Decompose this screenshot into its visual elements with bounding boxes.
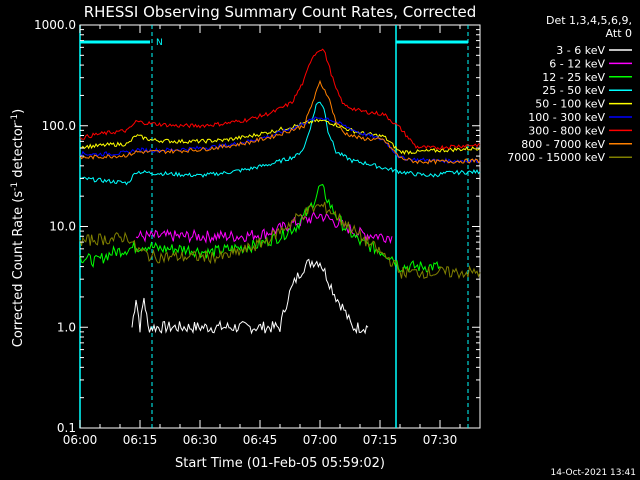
ylabel-part-2: detector	[11, 122, 26, 182]
x-tick-label: 06:15	[123, 433, 158, 447]
legend-header-line2: Att 0	[606, 27, 632, 40]
legend-entry-label: 12 - 25 keV	[542, 71, 605, 84]
plot-area	[79, 24, 481, 429]
ylabel-sup-1: -1	[10, 182, 20, 191]
legend-entry-label: 7000 - 15000 keV	[507, 151, 605, 164]
night-label: N	[156, 38, 163, 48]
legend-header-line1: Det 1,3,4,5,6,9,	[546, 14, 632, 27]
y-tick-label: 100.0	[42, 119, 76, 133]
x-axis-label: Start Time (01-Feb-05 05:59:02)	[175, 456, 385, 471]
series-line-9	[79, 201, 481, 280]
x-tick-label: 07:00	[303, 433, 338, 447]
legend-entry-label: 800 - 7000 keV	[521, 138, 605, 151]
ylabel-part-3: )	[11, 109, 26, 114]
plot-border	[79, 24, 481, 429]
x-tick-label: 07:30	[423, 433, 458, 447]
legend-entry-label: 50 - 100 keV	[535, 98, 605, 111]
series-line-8	[79, 79, 481, 165]
y-tick-label: 1.0	[57, 320, 76, 334]
series-line-1	[131, 258, 369, 335]
series-line-2	[135, 210, 393, 245]
ylabel-sup-2: -1	[10, 114, 20, 123]
y-tick-label: 0.1	[57, 421, 76, 435]
ylabel-part-1: Corrected Count Rate (s	[11, 191, 26, 348]
series-line-5	[79, 118, 481, 156]
timestamp: 14-Oct-2021 13:41	[551, 468, 636, 478]
series-line-7	[79, 48, 481, 150]
legend-entry-label: 6 - 12 keV	[549, 57, 605, 70]
x-tick-label: 06:45	[243, 433, 278, 447]
x-tick-label: 06:00	[63, 433, 98, 447]
series-line-4	[79, 101, 481, 186]
series-lines	[79, 48, 481, 335]
legend-entry-label: 3 - 6 keV	[556, 44, 605, 57]
y-tick-label: 1000.0	[34, 18, 76, 32]
y-axis-ticks: 0.1 1.0 10.0 100.0 1000.0	[34, 18, 480, 435]
y-tick-label: 10.0	[49, 220, 76, 234]
series-line-6	[79, 116, 481, 164]
legend-entry-label: 300 - 800 keV	[528, 124, 605, 137]
chart-title: RHESSI Observing Summary Count Rates, Co…	[84, 3, 477, 21]
x-axis-ticks: 06:00 06:15 06:30 06:45 07:00 07:15 07:30	[63, 25, 481, 447]
legend-entry-label: 100 - 300 keV	[528, 111, 605, 124]
x-tick-label: 07:15	[363, 433, 398, 447]
series-line-3	[79, 183, 441, 273]
legend-entry-label: 25 - 50 keV	[542, 84, 605, 97]
y-axis-label: Corrected Count Rate (s-1 detector-1)	[10, 109, 26, 347]
night-period-lines: N	[79, 25, 469, 428]
x-tick-label: 06:30	[183, 433, 218, 447]
